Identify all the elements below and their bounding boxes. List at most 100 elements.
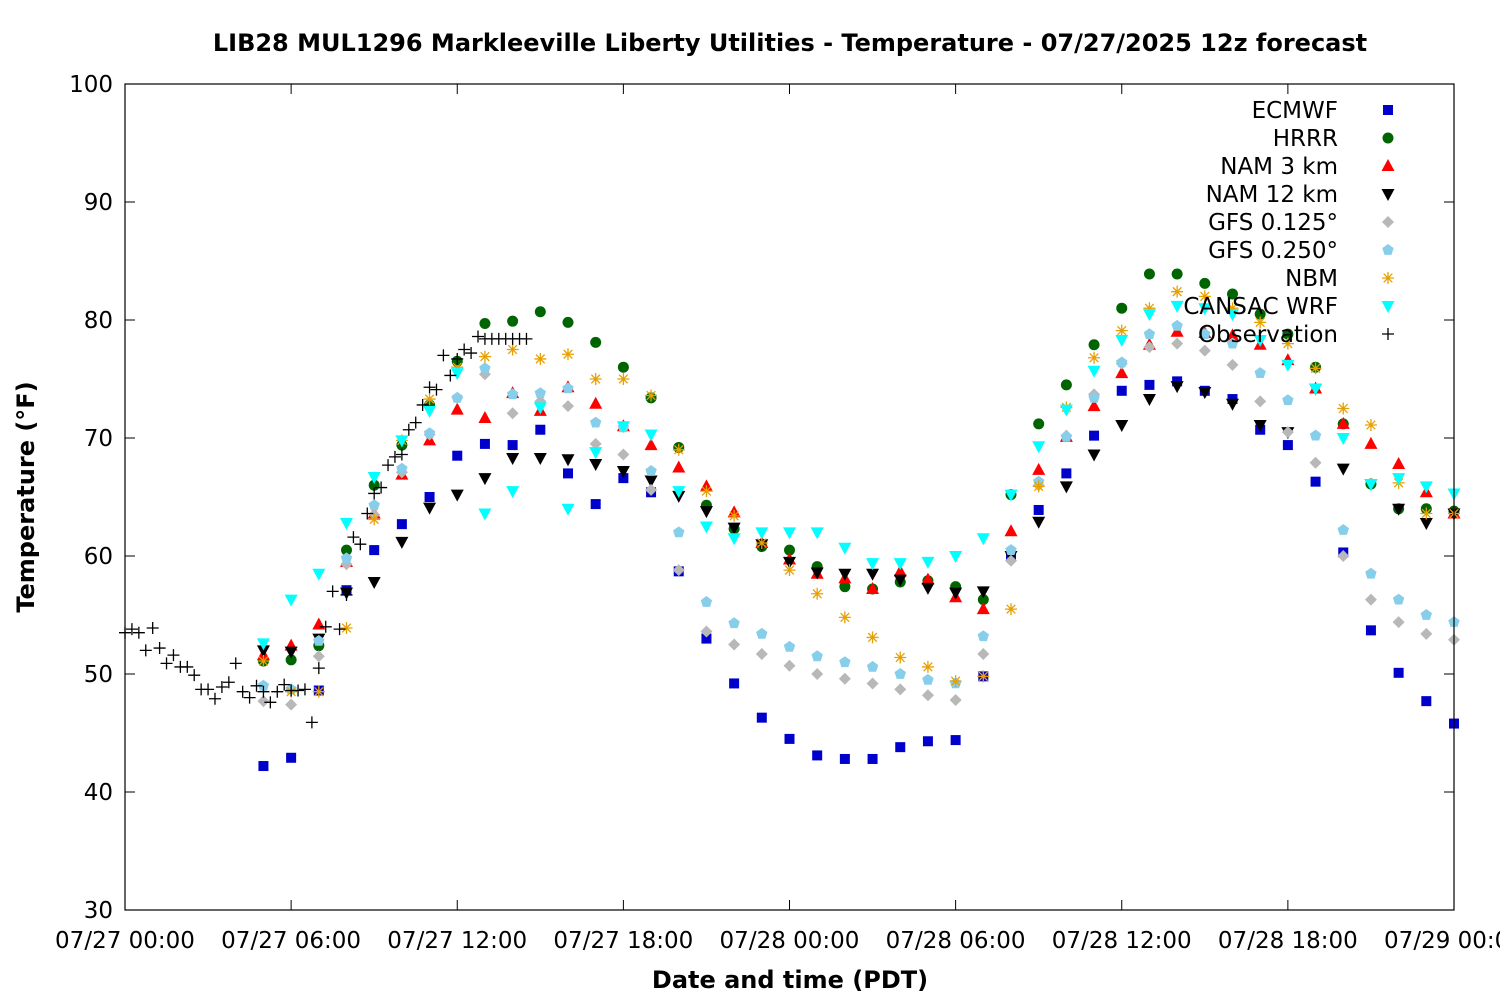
data-point — [616, 421, 630, 434]
data-point — [1143, 341, 1156, 354]
data-point — [1419, 517, 1433, 530]
data-point — [1336, 463, 1350, 476]
data-point — [423, 427, 436, 439]
data-point — [728, 617, 740, 629]
data-point — [645, 483, 658, 496]
data-point — [312, 662, 325, 675]
data-point — [395, 448, 408, 461]
data-point — [256, 645, 270, 658]
legend-label: NBM — [1285, 266, 1338, 292]
data-point — [1226, 309, 1239, 322]
data-point — [506, 453, 520, 466]
data-point — [188, 669, 201, 682]
data-point — [1061, 468, 1072, 479]
data-point — [452, 450, 463, 461]
data-point — [1087, 365, 1101, 378]
data-point — [222, 676, 235, 689]
data-point — [465, 347, 478, 360]
legend-label: HRRR — [1273, 126, 1338, 152]
data-point — [1364, 479, 1378, 492]
data-point — [437, 349, 450, 362]
data-point — [838, 611, 851, 624]
data-point — [1336, 416, 1350, 429]
data-point — [866, 582, 880, 595]
data-point — [535, 424, 546, 435]
data-point — [423, 381, 436, 394]
data-point — [617, 361, 629, 373]
data-point — [1309, 383, 1323, 396]
series-5 — [257, 319, 1460, 695]
data-point — [160, 657, 173, 670]
data-point — [367, 471, 381, 484]
data-point — [1116, 385, 1127, 396]
data-point — [645, 389, 658, 402]
data-point — [1143, 328, 1156, 339]
data-point — [1392, 456, 1406, 469]
data-point — [838, 542, 852, 555]
data-point — [1116, 356, 1128, 368]
data-point — [395, 536, 409, 549]
data-point — [645, 465, 657, 476]
y-tick-label: 80 — [84, 308, 113, 334]
data-point — [866, 631, 879, 644]
data-point — [921, 689, 934, 702]
data-point — [430, 383, 443, 396]
data-point — [700, 625, 713, 638]
data-point — [285, 698, 298, 711]
data-point — [922, 736, 933, 747]
data-point — [1032, 441, 1046, 454]
data-point — [451, 391, 463, 403]
data-point — [950, 735, 961, 746]
data-point — [1032, 462, 1046, 475]
x-tick-label: 07/29 00:00 — [1384, 928, 1500, 954]
data-point — [977, 630, 989, 642]
data-point — [562, 382, 574, 394]
y-tick-label: 60 — [84, 544, 113, 570]
data-point — [1033, 418, 1045, 430]
x-tick-label: 07/27 06:00 — [221, 928, 361, 954]
data-point — [1253, 335, 1267, 348]
data-point — [167, 649, 180, 662]
data-point — [1198, 386, 1212, 399]
data-point — [866, 660, 879, 672]
data-point — [755, 647, 768, 660]
x-tick-label: 07/27 00:00 — [55, 928, 195, 954]
data-point — [250, 679, 263, 692]
data-point — [562, 400, 574, 413]
plot-area-frame — [124, 83, 1455, 911]
data-point — [728, 509, 741, 522]
data-point — [589, 373, 602, 385]
y-tick-label: 40 — [84, 780, 113, 806]
legend-label: GFS 0.250° — [1208, 238, 1338, 264]
x-tick-label: 07/27 12:00 — [387, 928, 527, 954]
data-point — [1419, 481, 1433, 494]
data-point — [783, 527, 796, 540]
data-point — [278, 678, 291, 691]
data-point — [1282, 328, 1294, 340]
data-point — [561, 454, 575, 467]
data-point — [811, 668, 824, 680]
data-point — [1337, 550, 1350, 562]
data-point — [1254, 395, 1267, 408]
data-point — [1198, 290, 1211, 303]
data-point — [672, 486, 686, 499]
y-tick-label: 100 — [69, 72, 113, 98]
data-point — [1392, 593, 1405, 605]
data-point — [701, 633, 712, 644]
data-point — [1142, 309, 1156, 322]
data-point — [1115, 366, 1129, 379]
y-tick-label: 90 — [84, 190, 113, 216]
data-point — [839, 753, 850, 764]
data-point — [921, 660, 934, 673]
data-point — [341, 544, 352, 556]
legend-label: Observation — [1198, 322, 1338, 348]
data-point — [361, 507, 374, 520]
data-point — [507, 440, 518, 451]
legend-marker — [1382, 244, 1394, 255]
data-point — [617, 373, 630, 385]
data-point — [700, 485, 713, 498]
data-point — [506, 486, 520, 499]
data-point — [810, 567, 824, 580]
data-point — [1392, 473, 1406, 486]
